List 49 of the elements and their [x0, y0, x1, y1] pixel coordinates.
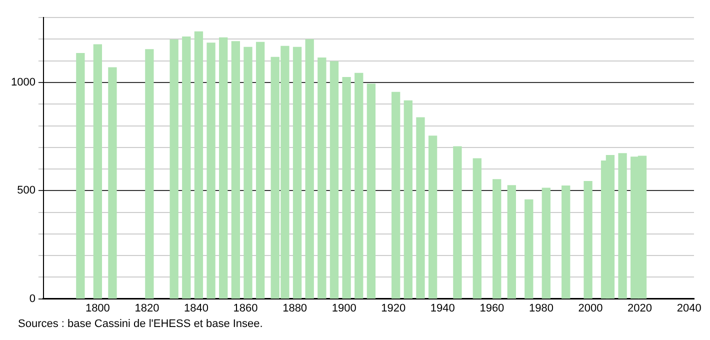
bar: [354, 72, 364, 299]
x-tick-label: 1960: [480, 302, 504, 314]
bar: [492, 179, 502, 299]
x-tick-label: 1980: [528, 302, 554, 314]
bar: [404, 100, 412, 299]
x-tick-label: 1820: [134, 302, 160, 314]
source-note: Sources : base Cassini de l'EHESS et base Insee.: [18, 318, 264, 330]
bar: [244, 46, 252, 299]
x-tick-label: 2040: [676, 302, 702, 314]
x-tick-label: 1920: [381, 302, 406, 314]
bar: [194, 31, 204, 299]
bar: [542, 188, 550, 299]
bar: [182, 36, 191, 299]
bar: [108, 67, 117, 299]
x-tick-label: 2020: [628, 302, 652, 314]
bar: [584, 181, 592, 299]
x-tick-label: 1900: [332, 302, 356, 314]
bar: [206, 42, 216, 299]
bar: [170, 39, 178, 299]
bar: [76, 52, 85, 299]
bar: [342, 76, 351, 299]
bar: [453, 146, 462, 299]
x-tick-label: 1800: [85, 302, 110, 314]
bar: [562, 186, 570, 299]
x-tick-label: 1940: [430, 302, 455, 314]
bar: [428, 136, 438, 299]
bar: [219, 37, 228, 299]
bar: [507, 185, 516, 299]
x-tick-label: 1880: [282, 302, 308, 314]
bar: [618, 153, 627, 299]
y-tick-label: 500: [17, 184, 36, 197]
bar: [366, 84, 376, 299]
bar: [305, 39, 314, 299]
bar: [416, 117, 425, 299]
bar: [231, 41, 240, 299]
bar: [256, 42, 265, 299]
x-tick-label: 2000: [578, 302, 603, 314]
bar: [292, 46, 302, 299]
bar: [93, 44, 102, 299]
bar: [392, 92, 400, 299]
x-tick-label: 1840: [184, 302, 208, 314]
y-tick-label: 1000: [10, 76, 36, 89]
bar: [318, 58, 326, 299]
bar: [524, 199, 534, 299]
bar: [330, 61, 339, 299]
y-tick-label: 0: [29, 292, 36, 305]
x-tick-label: 1860: [233, 302, 258, 314]
bar: [145, 49, 154, 299]
bar: [472, 158, 482, 299]
